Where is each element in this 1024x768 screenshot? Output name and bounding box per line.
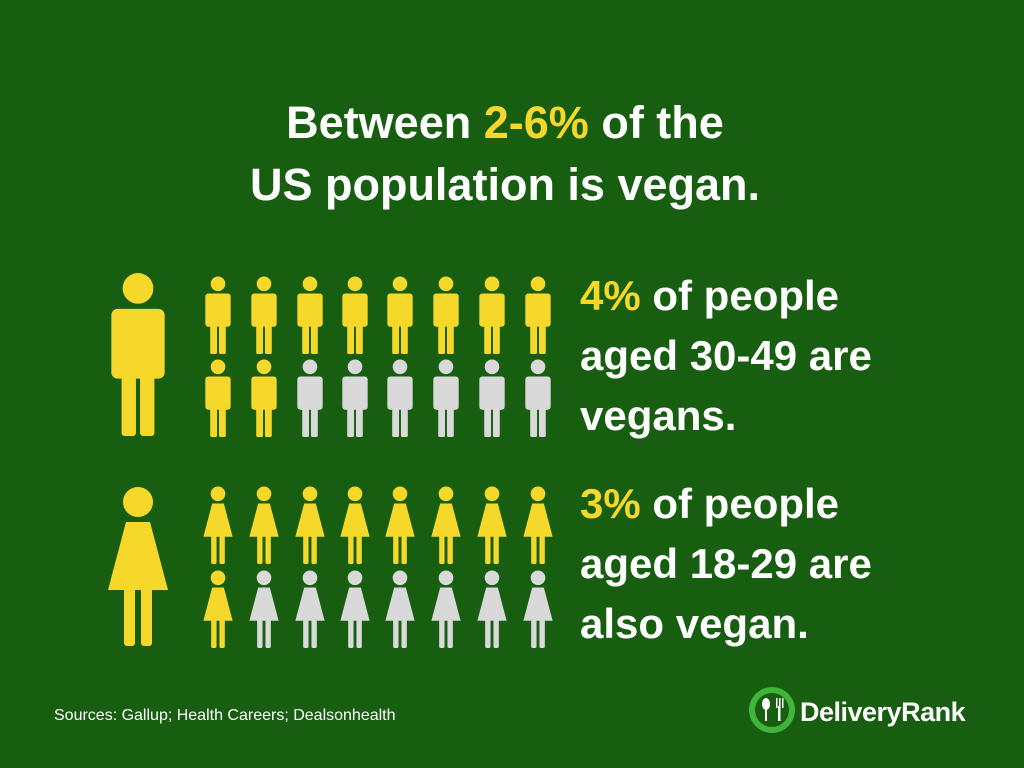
stat-line: of people	[652, 272, 840, 319]
person-icon	[431, 570, 461, 648]
person-icon	[249, 570, 279, 648]
brand-name: DeliveryRank	[800, 697, 966, 727]
brand-logo	[749, 687, 795, 733]
person-icon	[249, 486, 279, 564]
person-icon	[387, 276, 413, 354]
person-icon	[340, 486, 370, 564]
person-icon	[340, 570, 370, 648]
person-icon	[431, 486, 461, 564]
large-person-icon	[111, 273, 165, 436]
person-icon	[251, 276, 277, 354]
stat-line: vegans.	[580, 392, 737, 439]
title-text: of the	[601, 97, 724, 148]
person-icon	[433, 276, 459, 354]
person-icon	[525, 276, 551, 354]
title-text: US population is vegan.	[249, 159, 761, 210]
person-icon	[297, 276, 323, 354]
large-person-icon	[108, 487, 168, 646]
person-icon	[295, 486, 325, 564]
person-icon	[477, 570, 507, 648]
person-icon	[387, 359, 413, 437]
person-icon	[479, 276, 505, 354]
person-icon	[433, 359, 459, 437]
person-icon	[203, 570, 233, 648]
sources: Sources: Gallup; Health Careers; Dealson…	[54, 707, 396, 724]
stat-line: also vegan.	[580, 600, 809, 647]
stat-highlight: 3%	[580, 480, 641, 527]
person-icon	[523, 486, 553, 564]
person-icon	[205, 276, 231, 354]
person-icon	[342, 276, 368, 354]
person-icon	[297, 359, 323, 437]
person-icon	[205, 359, 231, 437]
person-icon	[385, 570, 415, 648]
person-icon	[523, 570, 553, 648]
person-icon	[295, 570, 325, 648]
stat-line: aged 18-29 are	[580, 540, 872, 587]
person-icon	[385, 486, 415, 564]
title: Between 2-6% of the US population is veg…	[0, 92, 1010, 216]
stat-text: 4% of people aged 30-49 are vegans.	[580, 266, 872, 446]
person-icon	[203, 486, 233, 564]
person-icon	[342, 359, 368, 437]
title-text: Between	[286, 97, 472, 148]
stat-text: 3% of people aged 18-29 are also vegan.	[580, 474, 872, 654]
stat-line: aged 30-49 are	[580, 332, 872, 379]
person-icon	[525, 359, 551, 437]
title-highlight: 2-6%	[483, 97, 589, 148]
stat-line: of people	[652, 480, 840, 527]
person-icon	[251, 359, 277, 437]
stat-highlight: 4%	[580, 272, 641, 319]
person-icon	[479, 359, 505, 437]
person-icon	[477, 486, 507, 564]
